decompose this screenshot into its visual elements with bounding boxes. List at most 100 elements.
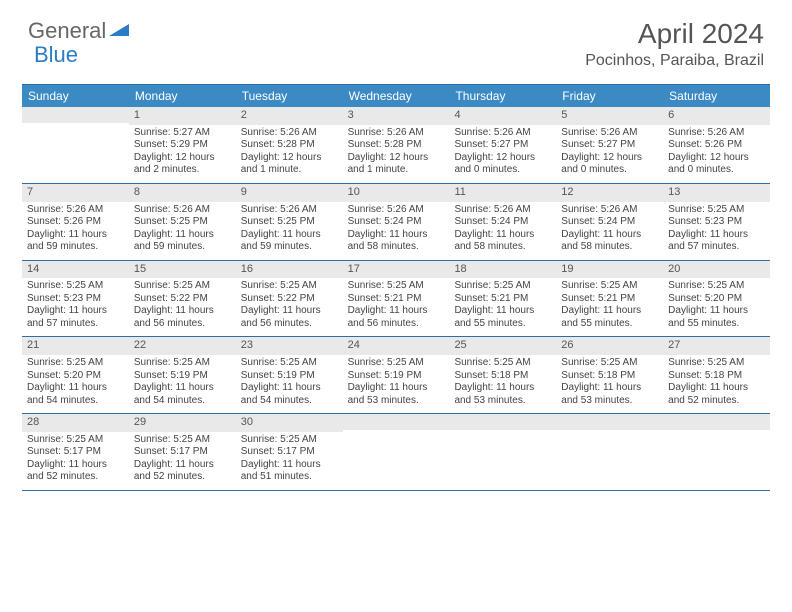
daylight-text: Daylight: 11 hours and 55 minutes.	[668, 305, 765, 330]
daylight-text: Daylight: 11 hours and 57 minutes.	[27, 305, 124, 330]
sunset-text: Sunset: 5:23 PM	[668, 216, 765, 229]
calendar-cell	[449, 414, 556, 490]
calendar-cell: 30Sunrise: 5:25 AMSunset: 5:17 PMDayligh…	[236, 414, 343, 490]
sunset-text: Sunset: 5:20 PM	[27, 370, 124, 383]
sunrise-text: Sunrise: 5:25 AM	[668, 280, 765, 293]
day-header-row: SundayMondayTuesdayWednesdayThursdayFrid…	[22, 85, 770, 107]
daylight-text: Daylight: 11 hours and 57 minutes.	[668, 229, 765, 254]
calendar-cell: 28Sunrise: 5:25 AMSunset: 5:17 PMDayligh…	[22, 414, 129, 490]
sunrise-text: Sunrise: 5:25 AM	[668, 204, 765, 217]
calendar-cell: 25Sunrise: 5:25 AMSunset: 5:18 PMDayligh…	[449, 337, 556, 413]
calendar-cell: 13Sunrise: 5:25 AMSunset: 5:23 PMDayligh…	[663, 184, 770, 260]
calendar-cell	[556, 414, 663, 490]
day-number: 12	[556, 184, 663, 202]
sunset-text: Sunset: 5:29 PM	[134, 139, 231, 152]
day-number: 11	[449, 184, 556, 202]
day-number	[343, 414, 450, 430]
daylight-text: Daylight: 12 hours and 0 minutes.	[668, 152, 765, 177]
calendar-cell: 18Sunrise: 5:25 AMSunset: 5:21 PMDayligh…	[449, 261, 556, 337]
sunset-text: Sunset: 5:28 PM	[348, 139, 445, 152]
calendar-cell: 1Sunrise: 5:27 AMSunset: 5:29 PMDaylight…	[129, 107, 236, 183]
sunset-text: Sunset: 5:23 PM	[27, 293, 124, 306]
day-number: 1	[129, 107, 236, 125]
calendar-cell: 26Sunrise: 5:25 AMSunset: 5:18 PMDayligh…	[556, 337, 663, 413]
daylight-text: Daylight: 12 hours and 2 minutes.	[134, 152, 231, 177]
sunset-text: Sunset: 5:24 PM	[454, 216, 551, 229]
cell-body: Sunrise: 5:26 AMSunset: 5:24 PMDaylight:…	[556, 202, 663, 260]
daylight-text: Daylight: 11 hours and 59 minutes.	[134, 229, 231, 254]
sunrise-text: Sunrise: 5:26 AM	[348, 204, 445, 217]
week-row: 14Sunrise: 5:25 AMSunset: 5:23 PMDayligh…	[22, 261, 770, 338]
day-number: 25	[449, 337, 556, 355]
sunset-text: Sunset: 5:25 PM	[134, 216, 231, 229]
calendar-cell: 2Sunrise: 5:26 AMSunset: 5:28 PMDaylight…	[236, 107, 343, 183]
logo-triangle-icon	[109, 18, 129, 44]
sunset-text: Sunset: 5:18 PM	[668, 370, 765, 383]
calendar-cell	[663, 414, 770, 490]
sunrise-text: Sunrise: 5:25 AM	[241, 434, 338, 447]
cell-body: Sunrise: 5:26 AMSunset: 5:25 PMDaylight:…	[236, 202, 343, 260]
day-number: 13	[663, 184, 770, 202]
cell-body: Sunrise: 5:25 AMSunset: 5:22 PMDaylight:…	[236, 278, 343, 336]
week-row: 1Sunrise: 5:27 AMSunset: 5:29 PMDaylight…	[22, 107, 770, 184]
cell-body: Sunrise: 5:27 AMSunset: 5:29 PMDaylight:…	[129, 125, 236, 183]
sunrise-text: Sunrise: 5:26 AM	[241, 127, 338, 140]
calendar-cell	[343, 414, 450, 490]
cell-body: Sunrise: 5:25 AMSunset: 5:19 PMDaylight:…	[236, 355, 343, 413]
day-header-friday: Friday	[556, 85, 663, 107]
day-number: 24	[343, 337, 450, 355]
day-number: 17	[343, 261, 450, 279]
calendar-cell: 22Sunrise: 5:25 AMSunset: 5:19 PMDayligh…	[129, 337, 236, 413]
daylight-text: Daylight: 11 hours and 58 minutes.	[348, 229, 445, 254]
daylight-text: Daylight: 12 hours and 1 minute.	[241, 152, 338, 177]
day-number: 18	[449, 261, 556, 279]
calendar-cell: 19Sunrise: 5:25 AMSunset: 5:21 PMDayligh…	[556, 261, 663, 337]
day-header-monday: Monday	[129, 85, 236, 107]
cell-body: Sunrise: 5:25 AMSunset: 5:21 PMDaylight:…	[343, 278, 450, 336]
cell-body: Sunrise: 5:25 AMSunset: 5:19 PMDaylight:…	[343, 355, 450, 413]
sunset-text: Sunset: 5:19 PM	[348, 370, 445, 383]
cell-body: Sunrise: 5:25 AMSunset: 5:20 PMDaylight:…	[663, 278, 770, 336]
cell-body: Sunrise: 5:25 AMSunset: 5:23 PMDaylight:…	[663, 202, 770, 260]
daylight-text: Daylight: 11 hours and 54 minutes.	[241, 382, 338, 407]
day-number: 28	[22, 414, 129, 432]
sunrise-text: Sunrise: 5:26 AM	[241, 204, 338, 217]
sunset-text: Sunset: 5:21 PM	[348, 293, 445, 306]
day-number: 19	[556, 261, 663, 279]
sunset-text: Sunset: 5:25 PM	[241, 216, 338, 229]
daylight-text: Daylight: 11 hours and 56 minutes.	[134, 305, 231, 330]
logo-text-1: General	[28, 18, 106, 44]
day-number: 7	[22, 184, 129, 202]
calendar-cell: 23Sunrise: 5:25 AMSunset: 5:19 PMDayligh…	[236, 337, 343, 413]
sunset-text: Sunset: 5:17 PM	[134, 446, 231, 459]
cell-body	[343, 430, 450, 438]
sunrise-text: Sunrise: 5:26 AM	[454, 204, 551, 217]
sunrise-text: Sunrise: 5:25 AM	[454, 280, 551, 293]
sunrise-text: Sunrise: 5:25 AM	[134, 357, 231, 370]
calendar-cell: 16Sunrise: 5:25 AMSunset: 5:22 PMDayligh…	[236, 261, 343, 337]
day-header-saturday: Saturday	[663, 85, 770, 107]
daylight-text: Daylight: 11 hours and 54 minutes.	[134, 382, 231, 407]
calendar: SundayMondayTuesdayWednesdayThursdayFrid…	[22, 84, 770, 491]
day-number: 2	[236, 107, 343, 125]
sunrise-text: Sunrise: 5:27 AM	[134, 127, 231, 140]
calendar-cell: 20Sunrise: 5:25 AMSunset: 5:20 PMDayligh…	[663, 261, 770, 337]
sunrise-text: Sunrise: 5:26 AM	[27, 204, 124, 217]
daylight-text: Daylight: 11 hours and 55 minutes.	[561, 305, 658, 330]
day-number: 30	[236, 414, 343, 432]
sunrise-text: Sunrise: 5:26 AM	[668, 127, 765, 140]
cell-body: Sunrise: 5:26 AMSunset: 5:26 PMDaylight:…	[22, 202, 129, 260]
daylight-text: Daylight: 11 hours and 53 minutes.	[348, 382, 445, 407]
cell-body: Sunrise: 5:25 AMSunset: 5:17 PMDaylight:…	[22, 432, 129, 490]
sunset-text: Sunset: 5:26 PM	[27, 216, 124, 229]
day-number: 21	[22, 337, 129, 355]
sunset-text: Sunset: 5:18 PM	[454, 370, 551, 383]
week-row: 28Sunrise: 5:25 AMSunset: 5:17 PMDayligh…	[22, 414, 770, 491]
day-number: 22	[129, 337, 236, 355]
sunset-text: Sunset: 5:22 PM	[241, 293, 338, 306]
day-number: 10	[343, 184, 450, 202]
calendar-cell: 17Sunrise: 5:25 AMSunset: 5:21 PMDayligh…	[343, 261, 450, 337]
cell-body: Sunrise: 5:25 AMSunset: 5:19 PMDaylight:…	[129, 355, 236, 413]
page-title: April 2024	[585, 18, 764, 50]
cell-body: Sunrise: 5:26 AMSunset: 5:27 PMDaylight:…	[556, 125, 663, 183]
